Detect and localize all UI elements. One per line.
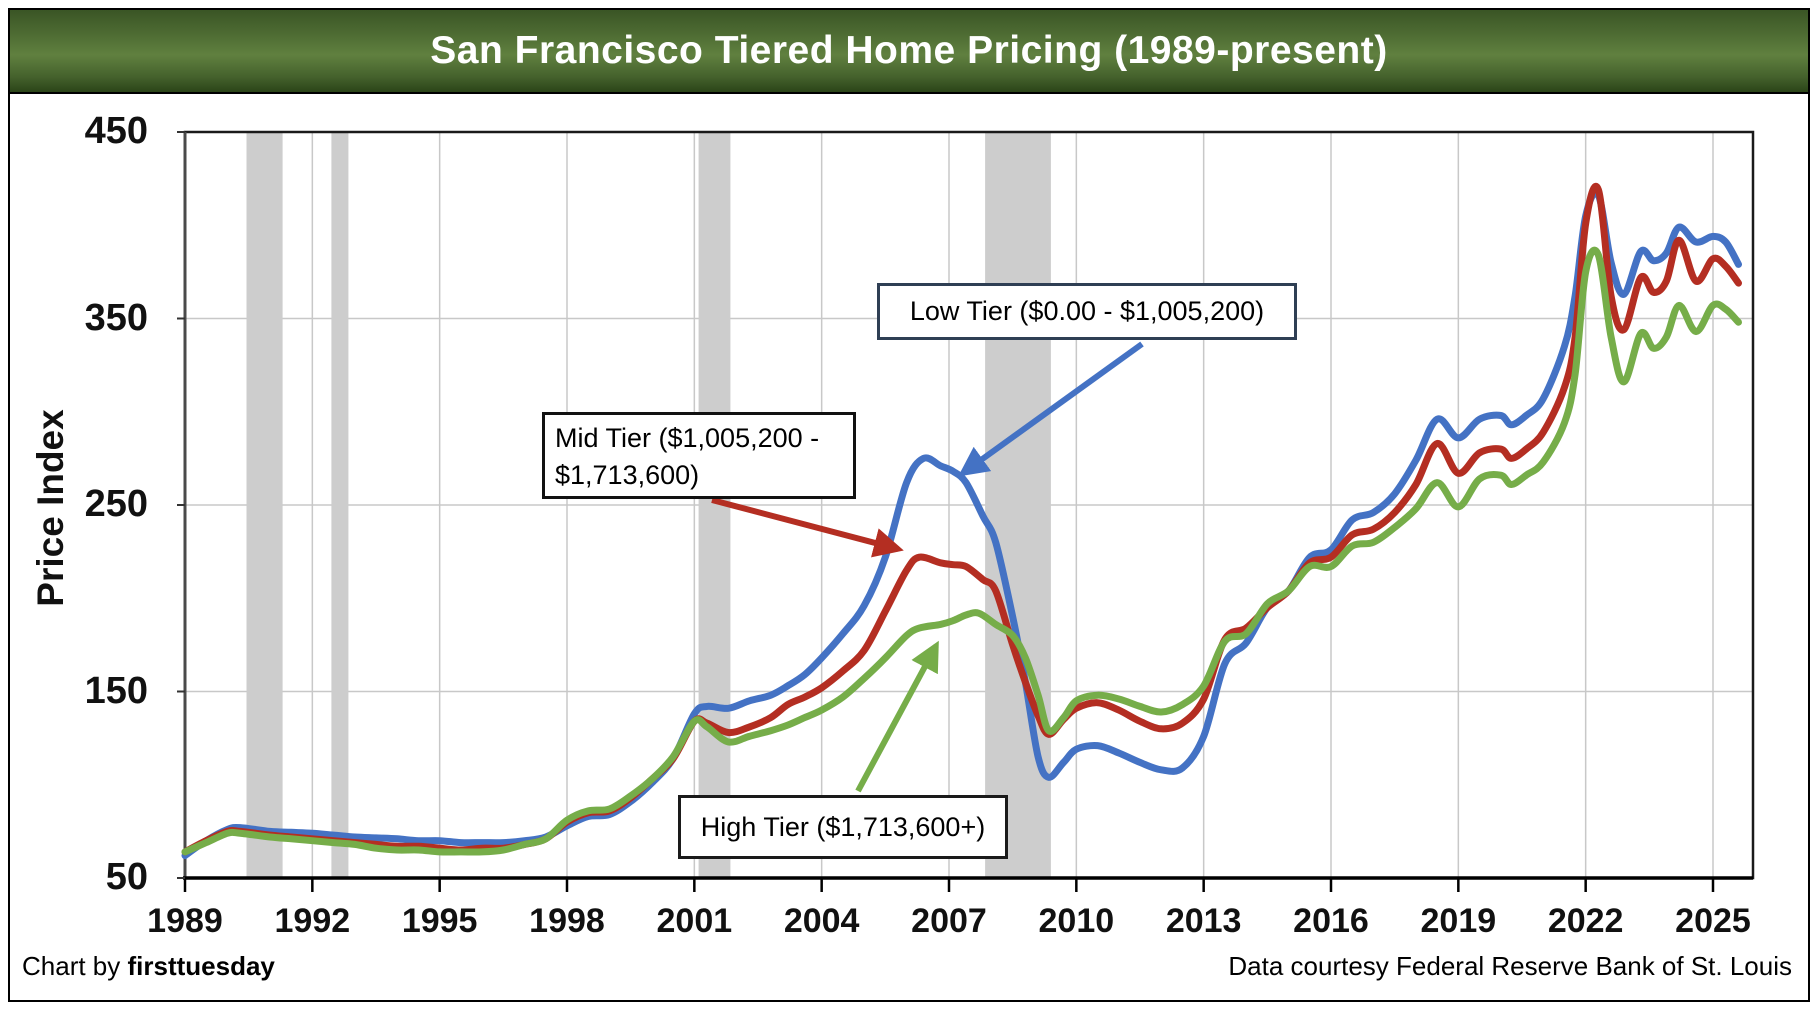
annotation-mid-tier-label-line1: Mid Tier ($1,005,200 - xyxy=(555,423,820,453)
chart-title: San Francisco Tiered Home Pricing (1989-… xyxy=(430,29,1388,72)
chart-title-bar: San Francisco Tiered Home Pricing (1989-… xyxy=(10,10,1808,94)
x-tick-label: 2022 xyxy=(1547,902,1624,940)
footer-credit: Chart by firsttuesday xyxy=(22,951,275,982)
x-tick-label: 2007 xyxy=(911,902,987,940)
footer-data-source: Data courtesy Federal Reserve Bank of St… xyxy=(1228,951,1792,981)
footer-brand: firsttuesday xyxy=(127,951,275,981)
y-tick-label: 50 xyxy=(105,856,148,898)
y-tick-label: 350 xyxy=(84,296,148,339)
recession-band xyxy=(246,132,283,878)
annotation-high-tier: High Tier ($1,713,600+) xyxy=(678,795,1008,859)
y-tick-label: 150 xyxy=(84,669,148,712)
x-tick-label: 1989 xyxy=(147,902,223,940)
outer-frame: San Francisco Tiered Home Pricing (1989-… xyxy=(8,8,1810,1002)
annotation-mid-tier-label-line2: $1,713,600) xyxy=(555,460,700,490)
x-tick-label: 2004 xyxy=(783,902,860,940)
series-mid-tier-line xyxy=(181,182,1742,856)
series-low-tier-line xyxy=(181,189,1742,860)
footer-credit-prefix: Chart by xyxy=(22,951,128,981)
x-tick-label: 2025 xyxy=(1675,902,1751,940)
x-tick-label: 1992 xyxy=(274,902,351,940)
annotation-high-tier-label: High Tier ($1,713,600+) xyxy=(700,811,986,842)
mid-tier-arrow xyxy=(711,497,904,558)
y-tick-label: 450 xyxy=(84,110,148,152)
y-tick-label: 250 xyxy=(84,483,148,525)
x-tick-label: 1998 xyxy=(529,902,605,940)
low-tier-arrow xyxy=(958,341,1144,477)
series-high-tier-line xyxy=(181,246,1742,856)
annotation-mid-tier: Mid Tier ($1,005,200 - $1,713,600) xyxy=(542,412,856,499)
recession-band xyxy=(331,132,349,878)
high-tier-arrow xyxy=(855,640,939,793)
x-tick-label: 1995 xyxy=(401,902,478,940)
x-tick-label: 2010 xyxy=(1038,902,1115,940)
x-tick-label: 2019 xyxy=(1420,902,1497,940)
x-tick-label: 2013 xyxy=(1165,902,1242,940)
annotation-low-tier: Low Tier ($0.00 - $1,005,200) xyxy=(877,283,1297,340)
x-tick-label: 2016 xyxy=(1293,902,1369,940)
x-tick-label: 2001 xyxy=(656,902,733,940)
annotation-low-tier-label: Low Tier ($0.00 - $1,005,200) xyxy=(909,296,1265,326)
